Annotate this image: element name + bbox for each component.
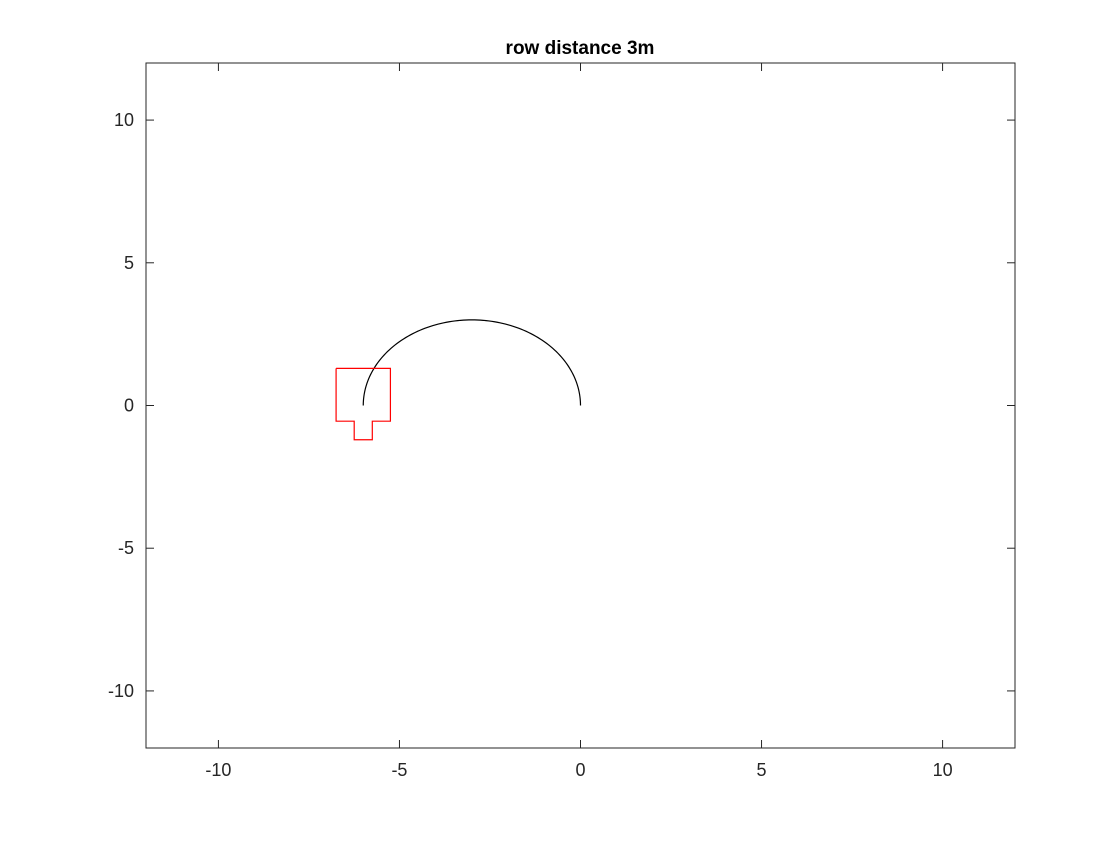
x-tick-label: 0	[575, 760, 585, 780]
axes-box	[145, 62, 1016, 749]
x-tick-label: -5	[391, 760, 407, 780]
vehicle-footprint-polygon	[335, 367, 392, 441]
series-group	[335, 319, 582, 441]
x-tick-label: 10	[933, 760, 953, 780]
x-tick-label: -10	[205, 760, 231, 780]
y-tick-label: 0	[124, 396, 134, 416]
ticks-group: -10 -5 0 5 10 -10 -5 0 5 10	[108, 63, 1015, 780]
y-tick-label: 5	[124, 253, 134, 273]
chart-title: row distance 3m	[506, 38, 655, 59]
y-tick-label: -5	[118, 538, 134, 558]
x-tick-label: 5	[757, 760, 767, 780]
y-tick-label: 10	[114, 110, 134, 130]
y-tick-label: -10	[108, 681, 134, 701]
trajectory-arc-line	[362, 319, 582, 406]
